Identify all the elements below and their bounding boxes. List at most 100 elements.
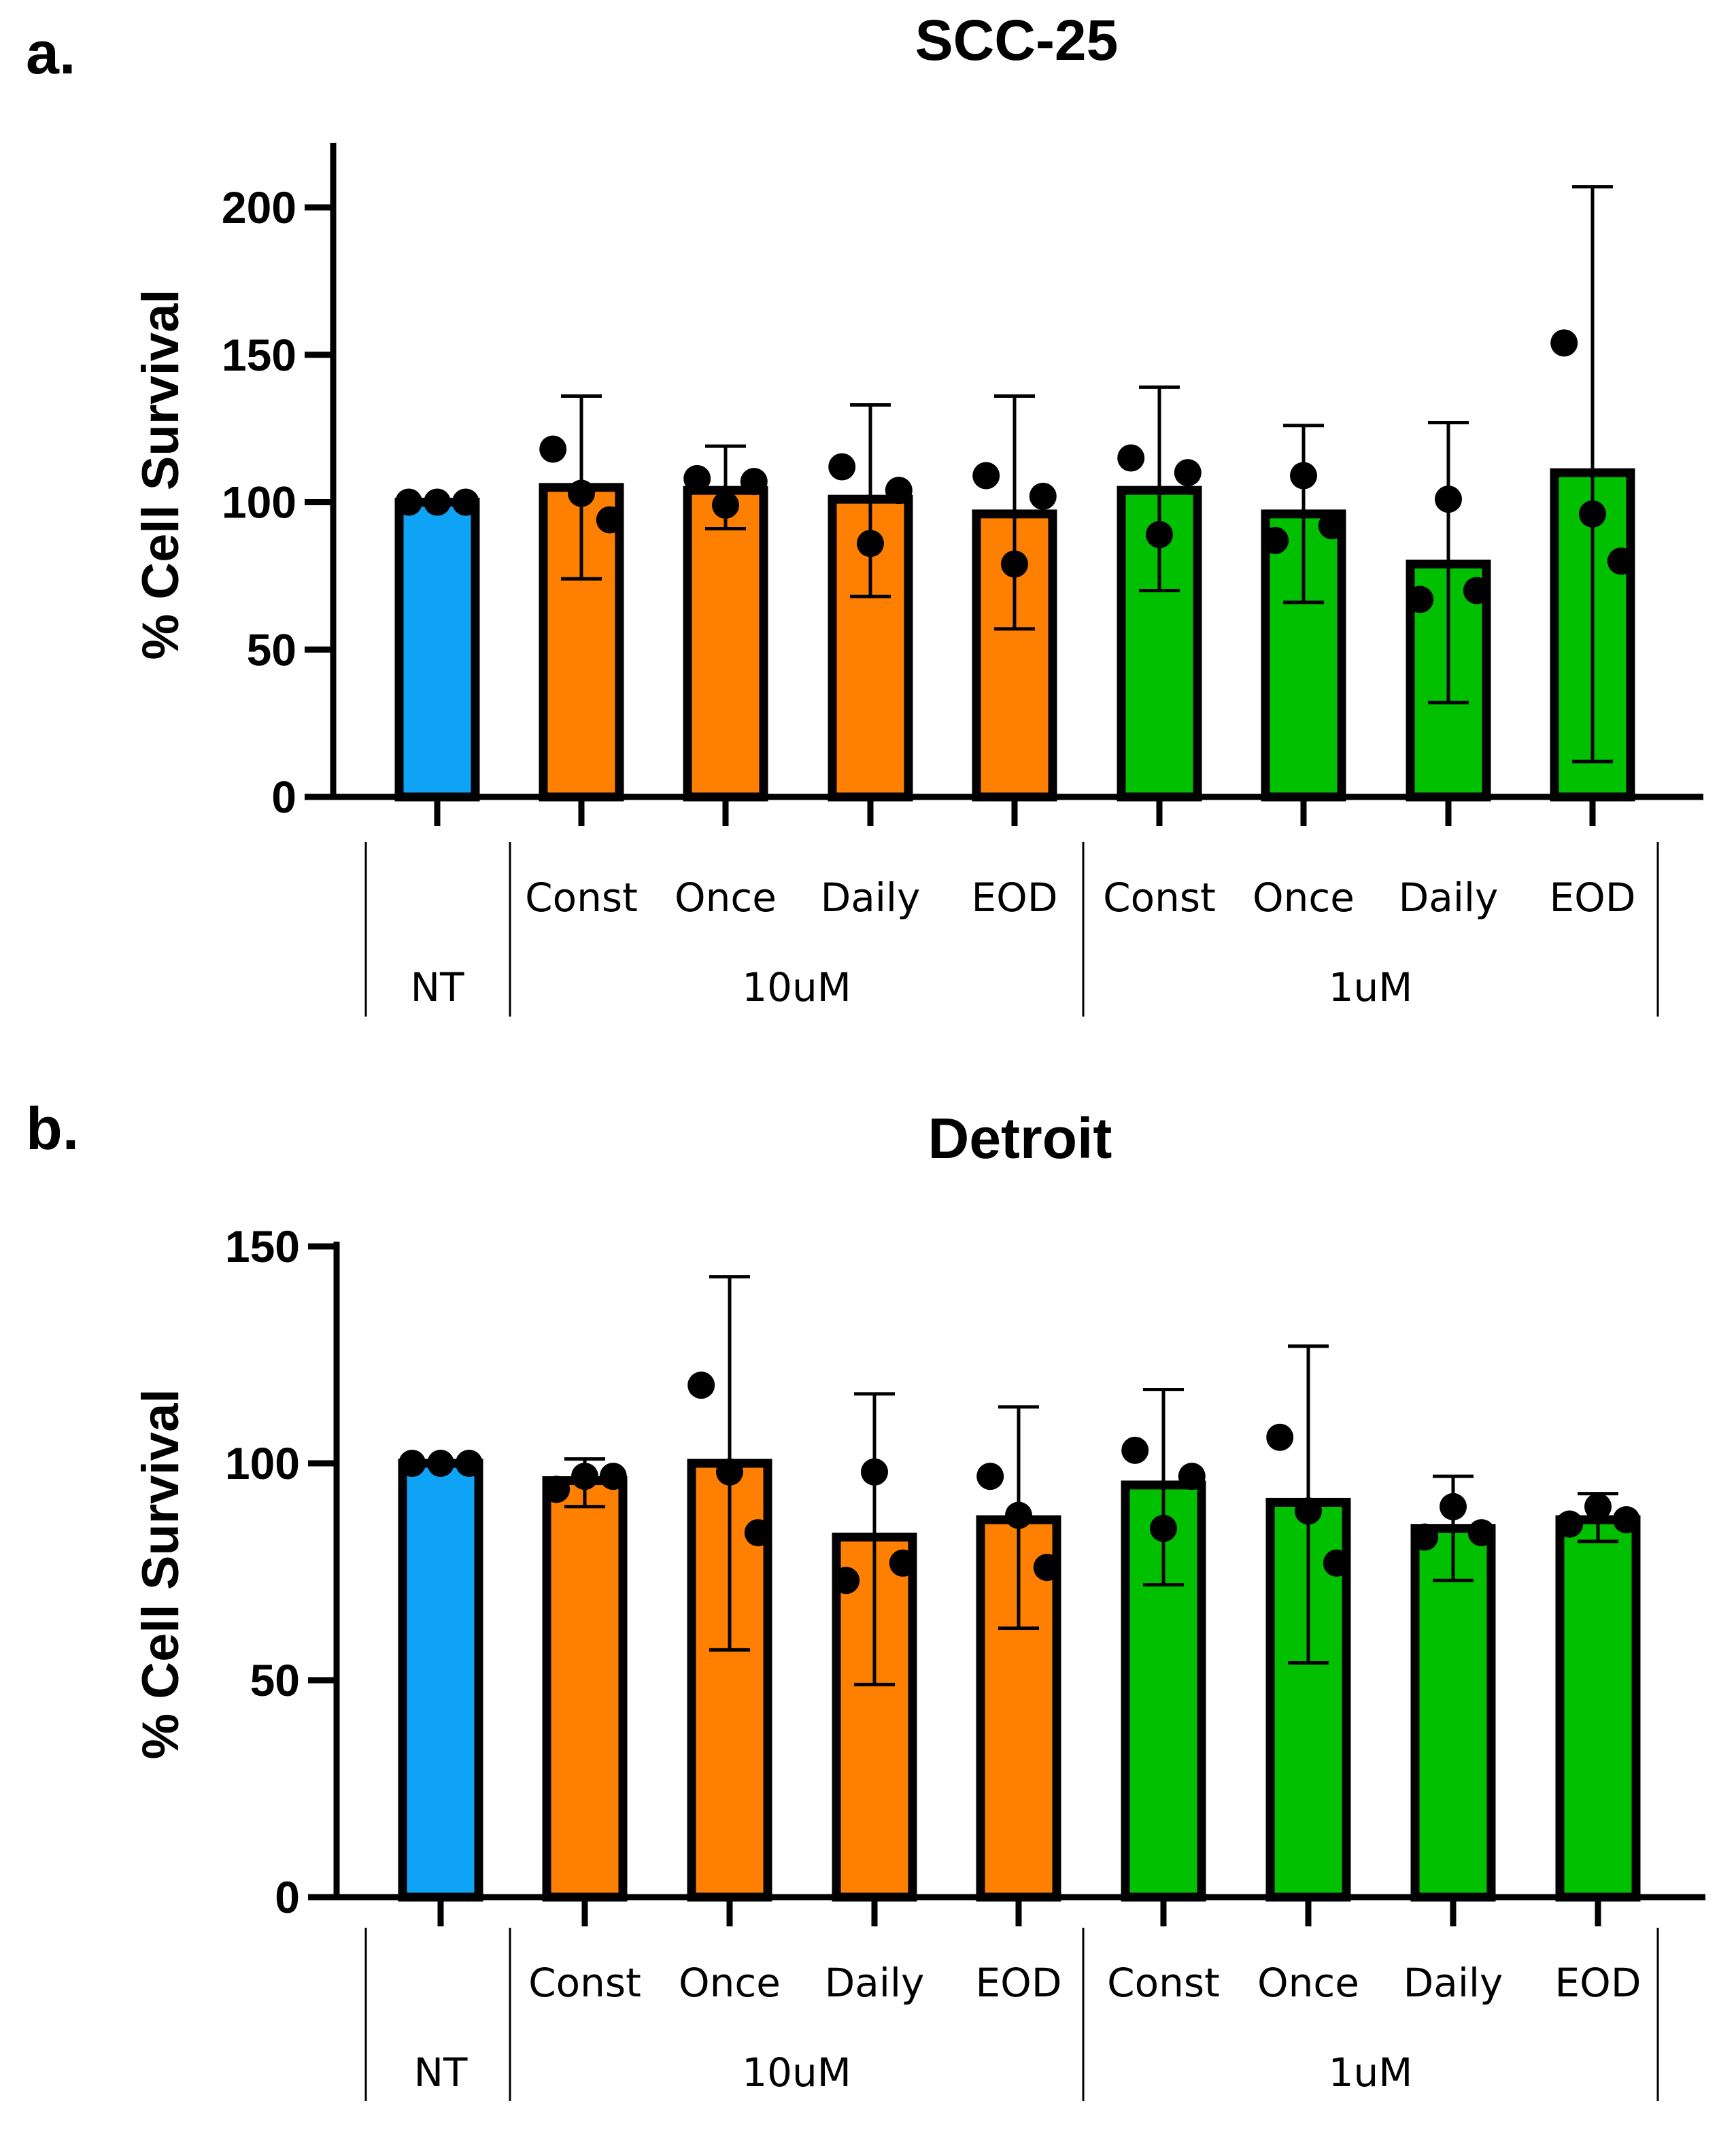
group-label-2: 1uM — [1329, 2049, 1413, 2096]
data-point-1-2 — [596, 506, 624, 534]
data-point-7-1 — [1435, 486, 1462, 513]
data-point-3-2 — [889, 1549, 917, 1577]
panel-letter-a: a. — [26, 19, 75, 86]
data-point-1-1 — [568, 479, 595, 507]
data-point-8-1 — [1584, 1493, 1612, 1520]
y-tick-label-0: 0 — [271, 772, 296, 822]
category-label-8: EOD — [1555, 1960, 1641, 2006]
data-point-3-1 — [861, 1458, 888, 1486]
category-label-6: Once — [1257, 1960, 1359, 2006]
category-label-5: Const — [1103, 874, 1216, 921]
y-tick-label-1: 50 — [250, 1655, 300, 1705]
chart-title-scc25: SCC-25 — [915, 8, 1119, 72]
panel-b: b. Detroit % Cell Survival 0 50 100 150 Con… — [26, 1095, 1705, 2101]
data-point-1-2 — [599, 1463, 627, 1491]
group-label-1: 10uM — [742, 964, 851, 1010]
data-point-2-2 — [744, 1519, 772, 1547]
category-label-1: Const — [528, 1960, 641, 2006]
data-point-7-2 — [1463, 577, 1491, 604]
data-point-6-0 — [1266, 1423, 1294, 1451]
data-point-1-0 — [539, 435, 567, 463]
data-point-4-0 — [976, 1463, 1004, 1491]
data-point-4-2 — [1033, 1554, 1061, 1582]
bar-2 — [683, 486, 768, 802]
bar-0 — [394, 498, 480, 802]
data-point-3-0 — [828, 453, 856, 481]
data-point-5-0 — [1121, 1436, 1149, 1464]
data-point-5-2 — [1174, 459, 1202, 487]
category-label-3: Daily — [825, 1960, 925, 2006]
bar-5 — [1121, 1480, 1206, 1902]
data-point-8-2 — [1607, 547, 1635, 575]
group-label-0: NT — [414, 2049, 468, 2096]
bar-5 — [1117, 486, 1202, 802]
data-point-2-0 — [687, 1372, 715, 1399]
data-point-0-2 — [455, 1450, 483, 1477]
data-point-8-0 — [1550, 329, 1578, 357]
category-label-5: Const — [1107, 1960, 1220, 2006]
data-point-8-0 — [1556, 1510, 1584, 1538]
panel-letter-b: b. — [26, 1095, 79, 1162]
data-point-4-0 — [972, 462, 1000, 490]
data-point-0-1 — [427, 1450, 454, 1477]
data-point-4-1 — [1005, 1501, 1032, 1529]
data-point-5-1 — [1146, 521, 1173, 549]
category-label-7: Daily — [1399, 874, 1499, 921]
y-tick-label-1: 50 — [247, 624, 296, 675]
data-point-2-2 — [740, 468, 768, 496]
data-point-7-0 — [1411, 1523, 1439, 1551]
data-point-6-0 — [1261, 526, 1289, 554]
category-label-2: Once — [679, 1960, 781, 2006]
data-point-7-2 — [1467, 1519, 1495, 1547]
x-axis-labels-a: Const Once Daily EOD Const Once Daily EOD NT 10uM… — [364, 842, 1659, 1017]
data-point-5-1 — [1150, 1514, 1177, 1542]
group-label-2: 1uM — [1329, 964, 1413, 1010]
data-point-0-1 — [424, 488, 451, 516]
y-tick-label-3: 150 — [222, 330, 296, 380]
data-point-0-0 — [395, 488, 423, 516]
plot-area-a: 0 50 100 150 200 — [222, 143, 1703, 826]
chart-title-detroit: Detroit — [928, 1106, 1112, 1170]
y-tick-label-4: 200 — [222, 182, 296, 233]
data-point-6-2 — [1318, 512, 1346, 540]
data-point-2-1 — [716, 1458, 743, 1486]
data-point-5-0 — [1117, 444, 1145, 472]
category-label-4: EOD — [972, 874, 1058, 921]
plot-area-b: 0 50 100 150 — [225, 1221, 1705, 1926]
data-point-6-2 — [1323, 1549, 1350, 1577]
group-label-1: 10uM — [742, 2049, 851, 2096]
category-label-8: EOD — [1550, 874, 1636, 921]
data-point-1-1 — [571, 1463, 598, 1491]
category-label-3: Daily — [821, 874, 921, 921]
data-point-0-0 — [398, 1450, 426, 1477]
data-point-8-2 — [1612, 1505, 1640, 1533]
y-tick-label-0: 0 — [275, 1872, 300, 1922]
panel-a: a. SCC-25 % Cell Survival 0 50 100 150 200 C… — [26, 8, 1703, 1017]
x-axis-labels-b: Const Once Daily EOD Const Once Daily EOD NT 10uM… — [364, 1928, 1659, 2101]
data-point-3-1 — [857, 530, 884, 558]
bar-0 — [398, 1459, 483, 1902]
y-axis-label-b: % Cell Survival — [132, 1389, 190, 1760]
data-point-4-1 — [1001, 550, 1028, 578]
y-axis-label-a: % Cell Survival — [132, 290, 190, 660]
data-point-3-0 — [832, 1567, 860, 1595]
data-point-2-1 — [712, 491, 739, 519]
bar-1 — [542, 1476, 628, 1902]
data-point-4-2 — [1029, 482, 1057, 510]
category-label-4: EOD — [976, 1960, 1062, 2006]
y-tick-label-2: 100 — [225, 1438, 300, 1488]
data-point-0-2 — [452, 488, 479, 516]
bar-8 — [1555, 1515, 1641, 1902]
y-tick-label-2: 100 — [222, 477, 296, 528]
y-tick-label-3: 150 — [225, 1221, 300, 1272]
data-point-5-2 — [1178, 1463, 1206, 1491]
data-point-2-0 — [683, 464, 711, 492]
group-label-0: NT — [411, 964, 464, 1010]
category-label-7: Daily — [1403, 1960, 1503, 2006]
category-label-1: Const — [525, 874, 638, 921]
data-point-1-0 — [543, 1476, 571, 1503]
bar-7 — [1410, 1524, 1496, 1902]
data-point-6-1 — [1290, 462, 1317, 490]
category-label-6: Once — [1253, 874, 1355, 921]
